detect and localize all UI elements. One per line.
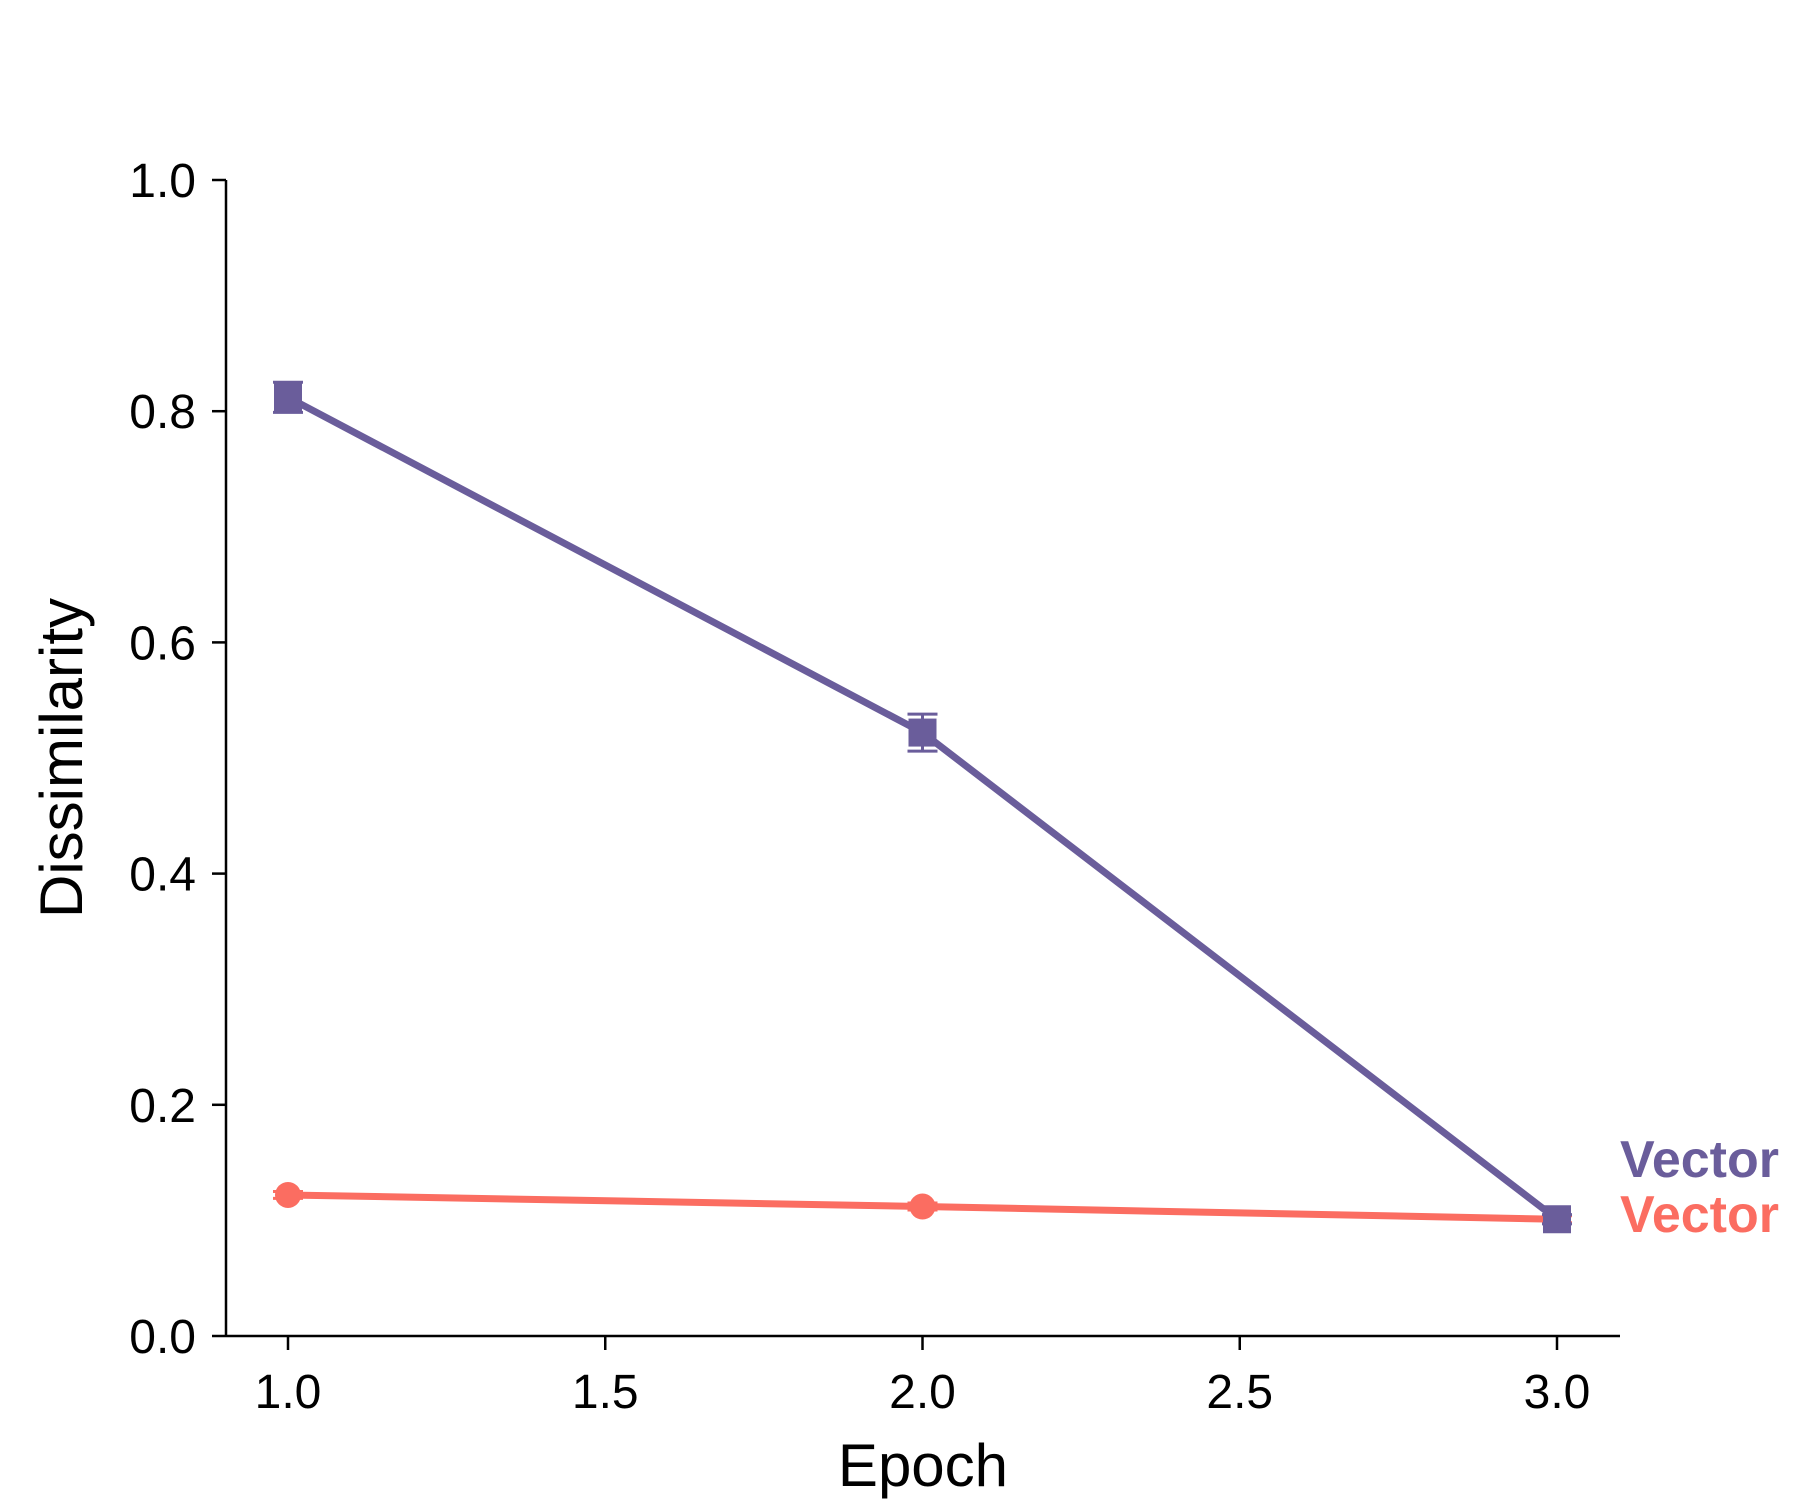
axes bbox=[224, 180, 1620, 1338]
data-point-square bbox=[274, 383, 302, 412]
data-point-square bbox=[1543, 1205, 1571, 1234]
y-tick-label: 0.4 bbox=[129, 849, 196, 902]
x-ticks: 1.0 1.5 2.0 2.5 3.0 bbox=[255, 1336, 1591, 1419]
x-tick-label: 1.5 bbox=[572, 1366, 639, 1419]
y-tick-label: 1.0 bbox=[129, 155, 196, 208]
series-layer bbox=[273, 380, 1572, 1234]
series-label-1: Vector bbox=[1620, 1131, 1779, 1189]
data-point-circle bbox=[909, 1193, 936, 1220]
x-tick-label: 2.0 bbox=[889, 1366, 956, 1419]
y-tick-label: 0.2 bbox=[129, 1080, 196, 1133]
series-line bbox=[286, 394, 1560, 1223]
x-tick-label: 3.0 bbox=[1524, 1366, 1591, 1419]
y-tick-label: 0.6 bbox=[129, 617, 196, 670]
x-axis-title: Epoch bbox=[838, 1432, 1008, 1499]
data-point-circle bbox=[275, 1181, 301, 1208]
x-tick-label: 2.5 bbox=[1206, 1366, 1273, 1419]
series-label-2: Vector bbox=[1620, 1186, 1779, 1244]
series-2 bbox=[273, 1181, 1572, 1233]
data-point-square bbox=[908, 718, 937, 747]
y-axis-title: Dissimilarity bbox=[28, 598, 95, 918]
y-tick-label: 0.0 bbox=[129, 1311, 196, 1364]
y-ticks: 0.0 0.2 0.4 0.6 0.8 1.0 bbox=[129, 155, 226, 1364]
y-tick-label: 0.8 bbox=[129, 386, 196, 439]
series-1 bbox=[273, 380, 1572, 1234]
x-tick-label: 1.0 bbox=[255, 1366, 322, 1419]
